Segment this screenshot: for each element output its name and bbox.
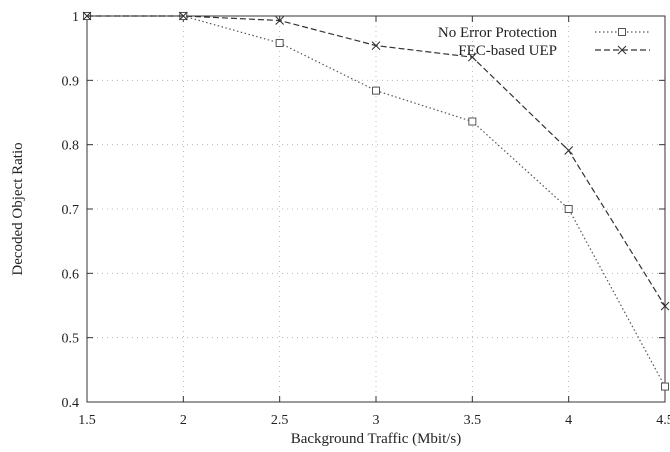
grid-lines — [87, 16, 665, 402]
x-tick-label: 1.5 — [78, 413, 96, 428]
legend-label-2: FEC-based UEP — [458, 43, 557, 59]
axis-ticks: 0.4 0.5 0.6 0.7 0.8 0.9 1 1.5 2 2.5 3 3.5 4 4.5 — [62, 10, 670, 428]
data-point-1 — [662, 383, 669, 390]
x-tick-label: 2 — [180, 413, 187, 428]
x-tick-label: 3 — [373, 413, 380, 428]
legend: No Error Protection FEC-based UEP — [438, 25, 650, 59]
legend-label-1: No Error Protection — [438, 25, 558, 41]
y-tick-label: 0.5 — [62, 332, 80, 347]
data-point-1 — [276, 40, 283, 47]
x-tick-label: 4 — [565, 413, 572, 428]
data-point-1 — [469, 118, 476, 125]
legend-marker-1 — [619, 29, 626, 36]
y-tick-label: 0.9 — [62, 74, 80, 89]
y-axis-label: Decoded Object Ratio — [10, 142, 26, 275]
y-tick-label: 0.4 — [62, 396, 80, 411]
y-tick-label: 0.6 — [62, 267, 80, 282]
data-point-1 — [373, 87, 380, 94]
x-tick-label: 3.5 — [464, 413, 482, 428]
x-axis-label: Background Traffic (Mbit/s) — [291, 431, 462, 447]
y-tick-label: 0.8 — [62, 139, 80, 154]
x-tick-label: 4.5 — [656, 413, 670, 428]
data-point-1 — [565, 206, 572, 213]
x-tick-label: 2.5 — [271, 413, 289, 428]
data-point-2 — [565, 146, 573, 154]
data-point-2 — [372, 42, 380, 50]
y-tick-label: 1 — [72, 10, 79, 25]
y-tick-label: 0.7 — [62, 203, 80, 218]
plot-frame — [87, 16, 665, 402]
